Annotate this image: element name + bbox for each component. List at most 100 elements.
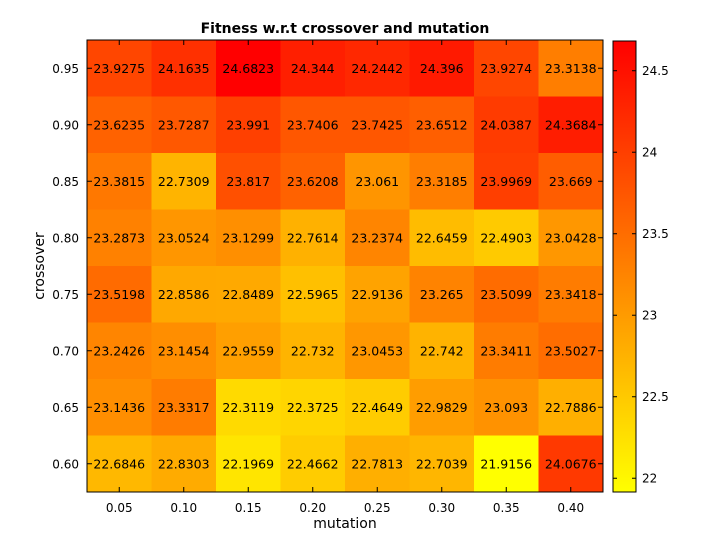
colorbar-ticks: 22 22.5 23 23.5 24 24.5 — [613, 64, 669, 486]
plot-frame — [86, 39, 604, 493]
heatmap-cell — [538, 209, 604, 267]
heatmap-cell — [280, 435, 346, 493]
heatmap-cell — [409, 209, 475, 267]
cell-value-label: 23.3815 — [93, 174, 145, 189]
y-tick-label: 0.70 — [52, 344, 79, 358]
heatmap-cell — [151, 153, 217, 210]
heatmap-cell — [409, 379, 475, 436]
cell-value-label: 23.2426 — [93, 343, 145, 358]
x-tick-label: 0.15 — [235, 501, 262, 515]
colorbar-tick-label: 22 — [642, 472, 657, 486]
cell-value-label: 23.9969 — [480, 174, 532, 189]
cell-value-label: 23.7425 — [351, 117, 403, 132]
cell-value-label: 24.3684 — [545, 117, 597, 132]
heatmap-cell — [280, 322, 346, 380]
heatmap-cell — [87, 209, 152, 267]
heatmap-cell — [87, 435, 152, 493]
heatmap-cell — [538, 435, 604, 493]
cell-value-label: 23.6235 — [93, 117, 145, 132]
cell-value-label: 22.6846 — [93, 456, 145, 471]
cell-value-label: 24.1635 — [158, 61, 210, 76]
y-axis-ticks: 0.95 0.90 0.85 0.80 0.75 0.70 0.65 0.60 — [52, 62, 603, 471]
heatmap-cell — [474, 435, 539, 493]
heatmap-cell — [280, 266, 346, 323]
x-axis-label: mutation — [313, 516, 376, 532]
heatmap-cell — [409, 153, 475, 210]
heatmap-cell — [409, 40, 475, 97]
heatmap-cell — [87, 266, 152, 323]
heatmap-cell — [151, 209, 217, 267]
cell-value-label: 22.9829 — [416, 400, 468, 415]
heatmap-cell — [538, 96, 604, 154]
x-tick-label: 0.20 — [299, 501, 326, 515]
heatmap-cell — [87, 40, 152, 97]
heatmap-cell — [280, 96, 346, 154]
heatmap-cell — [216, 322, 281, 380]
heatmap-cell — [345, 153, 410, 210]
cell-value-label: 23.6512 — [416, 117, 468, 132]
heatmap-cell — [151, 435, 217, 493]
heatmap-cell — [216, 96, 281, 154]
heatmap-cell — [538, 40, 604, 97]
heatmap-cell — [216, 435, 281, 493]
cell-value-label: 23.5198 — [93, 287, 145, 302]
heatmap-cell — [280, 153, 346, 210]
colorbar-tick-label: 24 — [642, 146, 657, 160]
chart-title: Fitness w.r.t crossover and mutation — [201, 21, 490, 37]
cell-value-label: 23.0453 — [351, 343, 403, 358]
x-tick-label: 0.25 — [364, 501, 391, 515]
heatmap-cell — [538, 379, 604, 436]
heatmap-cell — [151, 322, 217, 380]
cell-value-label: 21.9156 — [480, 456, 532, 471]
cell-value-label: 22.7039 — [416, 456, 468, 471]
cell-value-label: 22.7813 — [351, 456, 403, 471]
cell-value-label: 22.9136 — [351, 287, 403, 302]
heatmap-cell — [345, 435, 410, 493]
cell-value-label: 23.1436 — [93, 400, 145, 415]
heatmap-cell — [280, 209, 346, 267]
cell-value-label: 23.093 — [484, 400, 528, 415]
heatmap-cell — [87, 153, 152, 210]
cell-value-label: 22.5965 — [287, 287, 339, 302]
y-axis-label: crossover — [32, 232, 48, 300]
cell-value-label: 23.7406 — [287, 117, 339, 132]
heatmap-cell — [280, 379, 346, 436]
cell-value-label: 24.0387 — [480, 117, 532, 132]
heatmap-cell — [474, 322, 539, 380]
colorbar-tick-label: 22.5 — [642, 390, 669, 404]
cell-value-label: 22.742 — [420, 343, 464, 358]
heatmap-cell — [345, 322, 410, 380]
cell-value-label: 22.4903 — [480, 230, 532, 245]
cell-value-label: 23.991 — [226, 117, 270, 132]
x-tick-label: 0.05 — [106, 501, 133, 515]
heatmap-cell — [538, 322, 604, 380]
heatmap-cell — [151, 96, 217, 154]
heatmap-cell — [216, 40, 281, 97]
heatmap-cell — [280, 40, 346, 97]
heatmap-cell — [216, 266, 281, 323]
cell-value-label: 22.8303 — [158, 456, 210, 471]
cell-value-label: 24.396 — [420, 61, 464, 76]
heatmap-cell — [345, 266, 410, 323]
cell-value-label: 23.5099 — [480, 287, 532, 302]
cell-value-label: 23.2873 — [93, 230, 145, 245]
heatmap-cell — [151, 40, 217, 97]
heatmap-cell — [87, 379, 152, 436]
heatmap-cell — [345, 209, 410, 267]
cell-value-label: 23.9275 — [93, 61, 145, 76]
cell-value-label: 23.6208 — [287, 174, 339, 189]
heatmap-cell — [87, 322, 152, 380]
heatmap-cell — [474, 379, 539, 436]
cell-value-label: 22.1969 — [222, 456, 274, 471]
heatmap-cells — [87, 40, 604, 493]
y-tick-label: 0.95 — [52, 62, 79, 76]
heatmap-cell — [474, 153, 539, 210]
cell-value-label: 22.3119 — [222, 400, 274, 415]
x-tick-label: 0.10 — [170, 501, 197, 515]
cell-value-label: 22.7309 — [158, 174, 210, 189]
cell-value-label: 22.4662 — [287, 456, 339, 471]
cell-value-label: 23.3185 — [416, 174, 468, 189]
heatmap-cell — [87, 96, 152, 154]
cell-value-label: 24.2442 — [351, 61, 403, 76]
heatmap-cell — [409, 266, 475, 323]
